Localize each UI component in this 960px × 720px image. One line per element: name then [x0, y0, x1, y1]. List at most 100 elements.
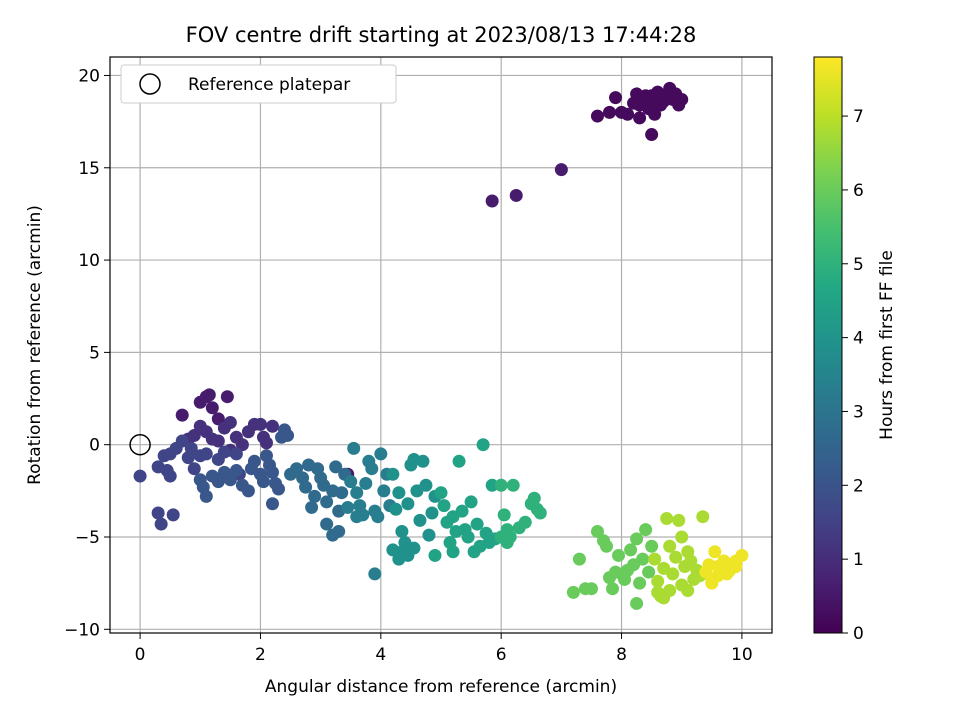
data-point — [272, 482, 286, 496]
x-axis-ticks: 0 2 4 6 8 10 — [135, 633, 753, 665]
data-point — [359, 476, 373, 490]
data-point — [666, 567, 680, 581]
data-point — [211, 412, 225, 426]
x-tick-label: 6 — [496, 645, 507, 665]
data-point — [217, 445, 231, 459]
data-point — [642, 565, 656, 579]
data-point — [648, 552, 662, 566]
colorbar-tick-label: 2 — [853, 476, 864, 496]
data-point — [603, 105, 617, 119]
data-point — [509, 188, 523, 202]
data-point — [187, 462, 201, 476]
grid-lines — [110, 57, 772, 633]
data-point — [651, 574, 665, 588]
data-point — [223, 416, 237, 430]
data-point — [305, 500, 319, 514]
colorbar-tick-label: 1 — [853, 550, 864, 570]
colorbar-tick-label: 0 — [853, 624, 864, 644]
data-point — [311, 462, 325, 476]
data-point — [335, 486, 349, 500]
data-point — [199, 489, 213, 503]
data-point — [645, 539, 659, 553]
data-point — [609, 91, 623, 105]
data-point — [235, 438, 249, 452]
data-point — [485, 478, 499, 492]
data-point — [566, 585, 580, 599]
data-point — [729, 560, 743, 574]
data-point — [332, 524, 346, 538]
legend-box — [120, 64, 397, 104]
colorbar-tick-label: 3 — [853, 402, 864, 422]
data-point — [720, 567, 734, 581]
data-point — [633, 111, 647, 125]
y-tick-label: −5 — [75, 528, 100, 548]
data-point — [645, 128, 659, 142]
data-point — [229, 464, 243, 478]
data-point — [320, 495, 334, 509]
data-point — [708, 545, 722, 559]
data-point — [368, 567, 382, 581]
data-point — [518, 515, 532, 529]
data-point — [205, 401, 219, 415]
data-point — [281, 428, 295, 442]
data-point — [464, 495, 478, 509]
data-point — [407, 541, 421, 555]
data-point — [470, 517, 484, 531]
data-point — [500, 536, 514, 550]
data-point — [371, 510, 385, 524]
data-point — [320, 517, 334, 531]
y-axis-label: Rotation from reference (arcmin) — [25, 205, 45, 485]
data-point — [220, 390, 234, 404]
colorbar-tick-label: 7 — [853, 107, 864, 127]
data-point — [600, 539, 613, 553]
data-point — [392, 552, 406, 566]
chart-title: FOV centre drift starting at 2023/08/13 … — [186, 23, 697, 47]
x-tick-label: 2 — [255, 645, 266, 665]
data-point — [455, 504, 469, 518]
legend-label-reference: Reference platepar — [188, 75, 350, 95]
data-point — [485, 194, 499, 208]
data-point — [684, 554, 698, 568]
data-point — [437, 499, 451, 513]
colorbar-ticks: 0 1 2 3 4 5 6 7 — [842, 107, 864, 644]
y-tick-label: −10 — [64, 620, 100, 640]
data-point — [350, 486, 364, 500]
data-point — [612, 548, 626, 562]
data-point — [657, 89, 671, 103]
data-point — [696, 510, 710, 524]
data-point — [265, 419, 279, 433]
colorbar-tick-label: 6 — [853, 181, 864, 201]
data-point — [669, 550, 683, 564]
data-point — [452, 454, 466, 468]
y-axis-ticks: −10 −5 0 5 10 15 20 — [64, 66, 110, 640]
data-point — [446, 545, 460, 559]
y-tick-label: 5 — [89, 343, 100, 363]
x-tick-label: 0 — [135, 645, 146, 665]
legend: Reference platepar — [120, 64, 397, 104]
data-point — [377, 484, 391, 498]
colorbar-tick-label: 4 — [853, 329, 864, 349]
data-point — [633, 576, 647, 590]
y-tick-label: 0 — [89, 436, 100, 456]
data-point — [175, 434, 189, 448]
data-point — [663, 584, 677, 598]
data-point — [621, 107, 635, 121]
data-point — [344, 475, 358, 489]
data-point — [211, 475, 225, 489]
data-point — [365, 462, 379, 476]
data-point — [299, 480, 313, 494]
data-point — [211, 434, 225, 448]
data-point — [648, 107, 662, 121]
data-point — [151, 506, 165, 520]
data-point — [630, 596, 644, 610]
data-point — [163, 469, 177, 483]
reference-platepar-marker — [129, 433, 151, 456]
data-point — [584, 582, 598, 596]
data-point — [341, 500, 355, 514]
colorbar: 0 1 2 3 4 5 6 7 Hours from first FF file — [813, 56, 897, 644]
data-point — [497, 508, 511, 522]
data-point — [166, 508, 180, 522]
data-point — [229, 447, 243, 461]
data-point — [241, 484, 255, 498]
data-point — [401, 497, 415, 511]
